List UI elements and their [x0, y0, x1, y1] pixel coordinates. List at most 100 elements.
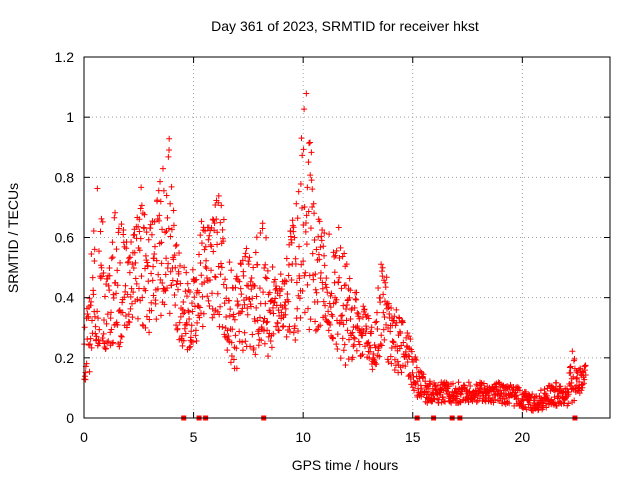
data-point — [263, 275, 270, 282]
data-point — [344, 301, 351, 308]
data-point — [137, 297, 144, 304]
data-point — [206, 232, 213, 239]
data-point — [347, 287, 354, 294]
data-point — [132, 259, 139, 266]
data-point — [239, 257, 246, 264]
data-point — [250, 344, 257, 351]
data-point — [99, 335, 106, 342]
data-point — [388, 345, 395, 352]
data-point — [296, 295, 303, 302]
data-point — [184, 280, 191, 287]
data-point — [251, 318, 258, 325]
data-point — [204, 293, 211, 300]
data-point — [90, 291, 97, 298]
data-point — [229, 326, 236, 333]
data-point — [273, 323, 280, 330]
data-point — [132, 275, 139, 282]
data-point — [271, 276, 278, 283]
data-point — [103, 320, 110, 327]
data-point — [317, 244, 324, 251]
data-point — [186, 344, 193, 351]
data-point — [445, 388, 452, 395]
data-point — [363, 326, 370, 333]
data-point — [173, 322, 180, 329]
data-point — [467, 382, 474, 389]
data-point — [210, 217, 217, 224]
data-point — [377, 295, 384, 302]
data-point — [178, 333, 185, 340]
data-point — [124, 291, 131, 298]
data-point — [355, 310, 362, 317]
data-point — [122, 282, 129, 289]
data-point — [124, 322, 131, 329]
data-point — [288, 277, 295, 284]
data-point — [218, 202, 225, 209]
data-point — [337, 355, 344, 362]
data-point — [374, 326, 381, 333]
data-point — [397, 330, 404, 337]
data-point — [144, 259, 151, 266]
data-point — [576, 378, 583, 385]
data-point — [316, 256, 323, 263]
data-point — [232, 332, 239, 339]
data-point — [407, 336, 414, 343]
data-point — [216, 311, 223, 318]
data-point — [157, 178, 164, 185]
data-point — [202, 227, 209, 234]
data-points — [81, 90, 589, 414]
data-point — [165, 153, 172, 160]
data-point — [236, 278, 243, 285]
data-point — [233, 273, 240, 280]
data-point — [198, 272, 205, 279]
data-point — [281, 277, 288, 284]
data-point — [242, 253, 249, 260]
data-point — [151, 243, 158, 250]
data-point — [277, 271, 284, 278]
data-point — [275, 326, 282, 333]
data-point — [146, 316, 153, 323]
data-point — [581, 376, 588, 383]
data-point — [223, 285, 230, 292]
data-point — [158, 260, 165, 267]
data-point — [267, 337, 274, 344]
x-axis-label: GPS time / hours — [292, 457, 399, 473]
data-point — [217, 303, 224, 310]
data-point — [238, 291, 245, 298]
data-point — [114, 321, 121, 328]
data-point — [149, 277, 156, 284]
data-point — [98, 262, 105, 269]
y-tick-label: 1 — [66, 109, 74, 125]
data-point — [319, 226, 326, 233]
data-point — [272, 286, 279, 293]
data-point — [105, 282, 112, 289]
data-point — [94, 308, 101, 315]
data-point — [212, 201, 219, 208]
data-point — [339, 253, 346, 260]
data-point — [245, 261, 252, 268]
data-point — [209, 290, 216, 297]
data-point — [356, 315, 363, 322]
data-point — [253, 293, 260, 300]
data-point — [322, 302, 329, 309]
data-point — [387, 353, 394, 360]
data-point — [515, 384, 522, 391]
data-point — [492, 396, 499, 403]
data-point — [307, 316, 314, 323]
data-point — [340, 321, 347, 328]
data-point — [256, 285, 263, 292]
data-point — [343, 317, 350, 324]
data-point — [248, 274, 255, 281]
data-point — [148, 299, 155, 306]
data-point — [283, 333, 290, 340]
data-point — [114, 267, 121, 274]
data-point — [325, 327, 332, 334]
data-point — [150, 263, 157, 270]
y-tick-label: 0.2 — [55, 350, 75, 366]
data-point — [205, 236, 212, 243]
data-point — [85, 341, 92, 348]
data-point — [385, 300, 392, 307]
data-point — [110, 295, 117, 302]
data-point — [404, 329, 411, 336]
data-point — [350, 343, 357, 350]
data-point — [378, 332, 385, 339]
